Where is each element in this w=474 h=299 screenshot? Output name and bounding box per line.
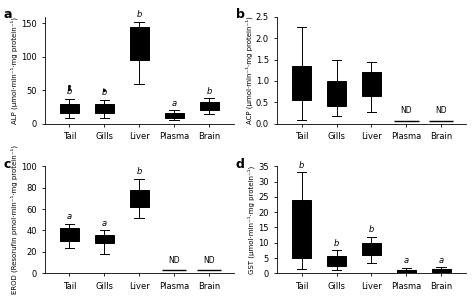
PathPatch shape — [362, 72, 381, 96]
PathPatch shape — [327, 81, 346, 106]
Text: a: a — [404, 256, 409, 265]
PathPatch shape — [164, 113, 184, 118]
PathPatch shape — [292, 200, 311, 258]
PathPatch shape — [95, 104, 114, 113]
PathPatch shape — [60, 228, 79, 241]
PathPatch shape — [95, 235, 114, 243]
PathPatch shape — [292, 66, 311, 100]
Text: b: b — [369, 225, 374, 234]
Text: d: d — [236, 158, 245, 171]
Text: a: a — [67, 212, 72, 221]
Text: b: b — [137, 167, 142, 176]
PathPatch shape — [60, 104, 79, 113]
PathPatch shape — [200, 103, 219, 110]
PathPatch shape — [397, 270, 416, 273]
PathPatch shape — [327, 257, 346, 266]
Text: b: b — [67, 87, 72, 96]
Y-axis label: EROD (Resorufin pmol·min⁻¹·mg protein⁻¹): EROD (Resorufin pmol·min⁻¹·mg protein⁻¹) — [11, 145, 18, 294]
Text: a: a — [172, 99, 177, 108]
Text: b: b — [137, 10, 142, 19]
Y-axis label: ALP (μmol·min⁻¹·mg protein⁻¹): ALP (μmol·min⁻¹·mg protein⁻¹) — [11, 17, 18, 124]
PathPatch shape — [432, 269, 451, 272]
Y-axis label: ACP (μmol·min⁻¹·mg protein⁻¹): ACP (μmol·min⁻¹·mg protein⁻¹) — [246, 16, 253, 124]
Y-axis label: GST (μmol·min⁻¹·mg protein⁻¹): GST (μmol·min⁻¹·mg protein⁻¹) — [248, 166, 255, 274]
Text: b: b — [299, 161, 304, 170]
Text: b: b — [102, 88, 107, 97]
Text: b: b — [334, 239, 339, 248]
Text: ND: ND — [401, 106, 412, 115]
PathPatch shape — [362, 243, 381, 255]
Text: a: a — [4, 8, 12, 21]
Text: a: a — [102, 219, 107, 228]
Text: ND: ND — [436, 106, 447, 115]
Text: ND: ND — [168, 256, 180, 265]
PathPatch shape — [130, 27, 149, 60]
Text: c: c — [4, 158, 11, 171]
PathPatch shape — [130, 190, 149, 207]
Text: b: b — [236, 8, 245, 21]
Text: b: b — [206, 87, 212, 96]
Text: a: a — [438, 256, 444, 265]
Text: ND: ND — [203, 256, 215, 265]
